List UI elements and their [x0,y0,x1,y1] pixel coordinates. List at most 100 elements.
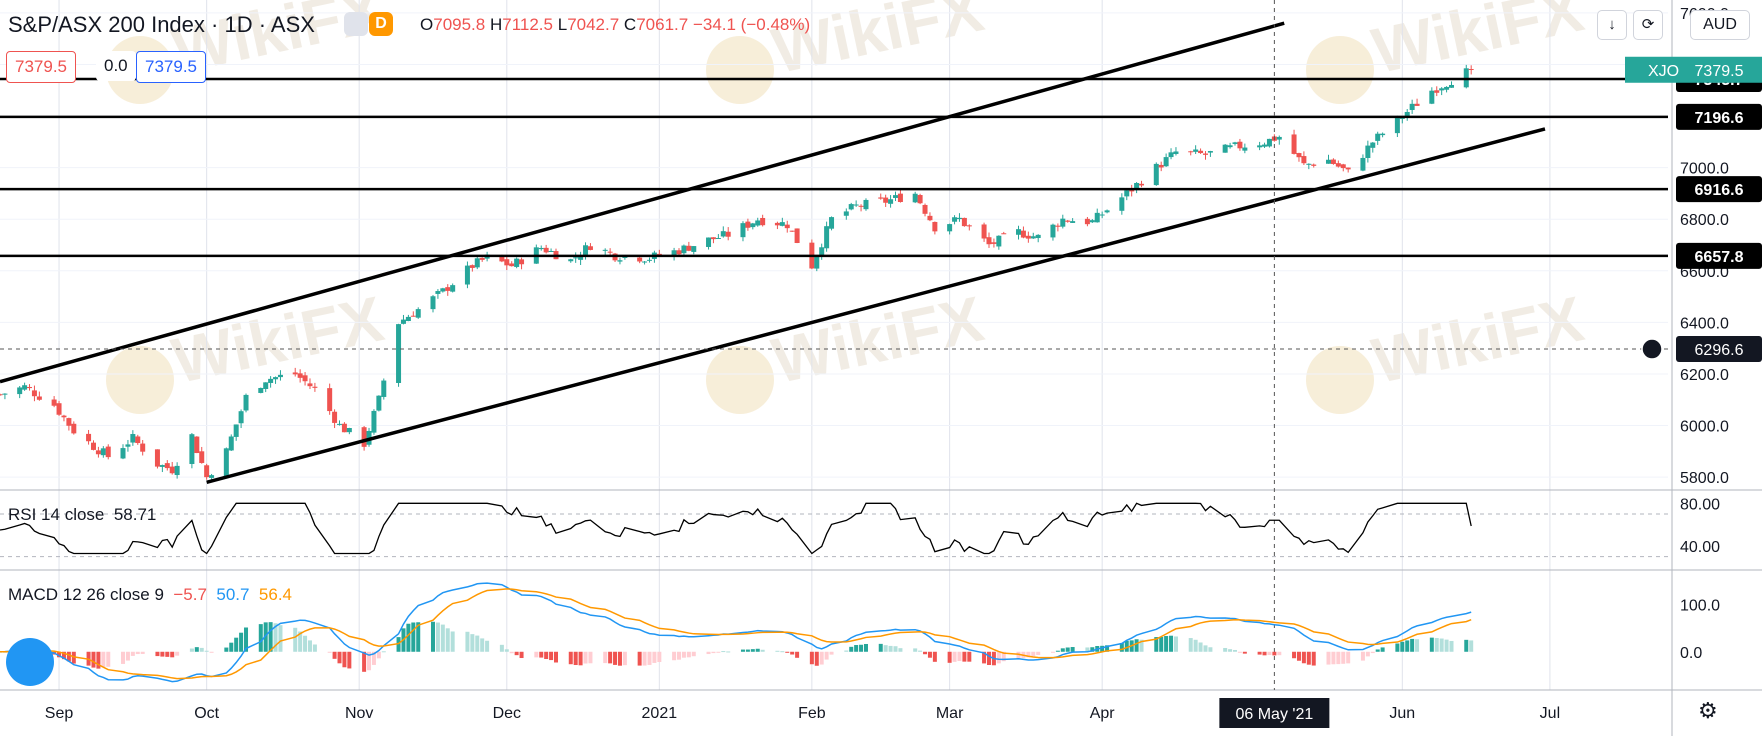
macd-histogram-bar [1085,647,1090,652]
macd-histogram-bar [209,651,214,653]
macd-histogram-bar [1415,639,1420,652]
candle-body [346,428,352,433]
candle-body [725,231,731,237]
candle-body [1360,157,1366,171]
macd-histogram-bar [367,651,372,671]
candle-body [1139,183,1145,186]
macd-histogram-bar [381,651,386,653]
currency-button[interactable]: AUD [1690,10,1750,40]
macd-histogram-bar [465,631,470,652]
macd-histogram-bar [337,651,342,664]
macd-histogram-bar [824,651,829,660]
buy-price-button[interactable]: 7379.5 [136,51,206,83]
macd-legend: MACD 12 26 close 9 −5.7 50.7 56.4 [8,585,293,604]
macd-histogram-bar [1154,637,1159,652]
delay-badge[interactable]: D [369,12,393,36]
data-source-badge[interactable] [344,12,368,36]
candle-body [169,466,175,474]
symbol-title: S&P/ASX 200 Index · 1D · ASX [8,12,315,37]
macd-histogram-bar [706,651,711,655]
macd-histogram-bar [224,647,229,652]
candle-body [686,245,692,251]
macd-histogram-bar [1429,637,1434,652]
macd-histogram-bar [1164,636,1169,652]
candle-body [228,436,234,451]
macd-histogram-bar [672,651,677,661]
candle-body [194,436,200,454]
macd-histogram-bar [371,651,376,665]
candle-body [1340,164,1346,169]
candle-body [90,442,96,450]
candle-body [371,410,377,433]
candle-body [1153,163,1159,186]
candle-body [381,380,387,397]
refresh-icon[interactable]: ⟳ [1633,10,1663,40]
candle-body [243,394,249,411]
macd-histogram-bar [588,651,593,664]
candle-body [337,423,343,425]
macd-histogram-bar [952,651,957,662]
candle-body [568,259,574,262]
candle-body [292,372,298,375]
macd-histogram-bar [499,644,504,652]
candle-body [445,287,451,291]
macd-histogram-bar [613,651,618,665]
macd-histogram-bar [568,651,573,665]
candle-body [1365,145,1371,159]
macd-histogram-bar [1434,638,1439,652]
candle-body [56,403,62,415]
candle-body [1055,225,1061,227]
y-tick-label: 6800.0 [1680,212,1729,229]
candle-body [509,263,515,267]
sell-price-button[interactable]: 7379.5 [6,51,76,83]
candle-body [922,204,928,214]
candle-body [1207,151,1213,153]
macd-histogram-bar [652,651,657,663]
macd-histogram-bar [362,651,367,672]
macd-histogram-bar [268,622,273,652]
macd-histogram-bar [957,651,962,662]
macd-histogram-bar [1203,645,1208,652]
macd-histogram-bar [239,632,244,652]
candle-body [548,250,554,252]
candle-body [587,246,593,250]
x-tick-label: Sep [45,705,74,722]
candle-body [981,224,987,239]
candle-body [1449,84,1455,88]
macd-histogram-bar [982,651,987,664]
candle-body [947,224,953,232]
macd-histogram-bar [888,645,893,652]
macd-histogram-bar [716,651,721,653]
macd-histogram-bar [1267,651,1272,656]
candle-body [671,250,677,257]
macd-histogram-bar [1100,645,1105,652]
candle-body [573,257,579,259]
macd-histogram-bar [416,622,421,652]
candle-body [691,246,697,252]
macd-histogram-bar [1173,636,1178,652]
candle-body [164,463,170,469]
macd-histogram-bar [967,651,972,662]
macd-histogram-bar [549,651,554,661]
candle-body [858,205,864,207]
candle-body [0,394,3,396]
candle-body [1193,149,1199,152]
macd-histogram-bar [726,651,731,653]
candle-body [927,215,933,221]
macd-histogram-bar [711,651,716,654]
candle-body [784,224,790,229]
settings-gear-icon[interactable]: ⚙ [1698,698,1718,723]
macd-histogram-bar [155,651,160,657]
candle-body [66,418,72,426]
macd-histogram-bar [617,651,622,666]
candle-body [774,222,780,226]
download-icon[interactable]: ↓ [1597,10,1627,40]
macd-histogram-bar [194,647,199,652]
macd-histogram-bar [721,651,726,653]
macd-histogram-bar [578,651,583,666]
macd-histogram-bar [1169,635,1174,652]
tradingview-logo[interactable] [6,638,54,686]
macd-histogram-bar [244,627,249,652]
macd-histogram-bar [140,651,145,654]
